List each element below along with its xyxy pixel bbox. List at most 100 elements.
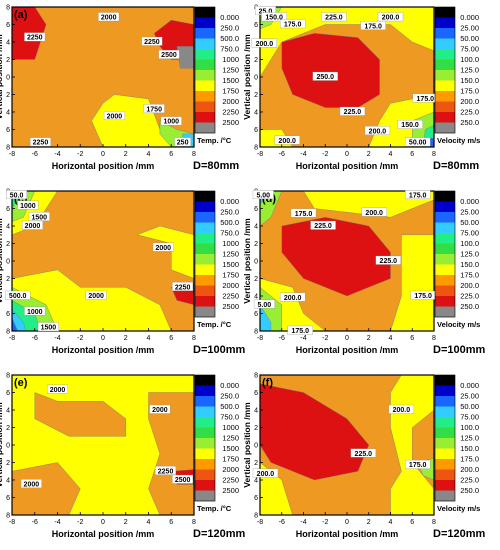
x-tick-label: -6 (32, 151, 38, 158)
contour-label-box (261, 12, 287, 22)
contour-label: 175.0 (360, 21, 386, 30)
contour-label: 2250 (172, 282, 194, 291)
contour-label-box (251, 38, 278, 48)
colorbar-frame (194, 374, 216, 502)
contour-label: 2250 (29, 137, 51, 147)
y-axis-label: Vertical position /mm (0, 34, 4, 120)
colorbar-swatch (435, 296, 455, 307)
y-axis-label: Vertical position /mm (242, 218, 252, 304)
y-tick-label: 0 (6, 443, 10, 450)
contour-label-text: 2250 (144, 39, 160, 46)
y-tick-label: 4 (254, 478, 258, 485)
x-tick-label: 6 (169, 335, 173, 342)
colorbar-swatch (435, 201, 455, 213)
x-tick-label: 8 (432, 335, 436, 342)
contour-label: 1000 (160, 116, 182, 126)
contour-label: 200.0 (279, 292, 306, 302)
x-tick-label: -2 (322, 335, 328, 342)
colorbar-tick-label: 125.0 (460, 250, 479, 259)
colorbar-tick-label: 150.0 (460, 76, 479, 85)
contour-label-box (279, 292, 306, 302)
contour-label-text: 150.0 (265, 15, 283, 22)
colorbar-tick-label: 250.0 (220, 392, 239, 401)
colorbar-swatch (195, 80, 215, 92)
contour-label-box (310, 220, 336, 230)
contour-label-box (28, 212, 50, 221)
x-tick-label: -8 (257, 519, 263, 526)
contour-region (260, 191, 283, 227)
contour-label: 175.0 (279, 19, 306, 29)
x-tick-label: 8 (192, 335, 196, 342)
contour-label-text: 175.0 (291, 328, 309, 335)
contour-label: 250 (174, 137, 191, 147)
colorbar-tick-label: 2500 (222, 118, 239, 127)
contour-label-text: 25.0 (259, 8, 273, 15)
contour-region (281, 217, 391, 297)
contour-region (281, 33, 380, 108)
y-tick-label: 2 (6, 57, 10, 64)
colorbar-tick-label: 1750 (222, 87, 239, 96)
colorbar-tick-label: 0.000 (460, 13, 479, 22)
contour-label: 225.0 (375, 255, 401, 265)
y-tick-label: 2 (254, 92, 258, 99)
colorbar-swatch (435, 70, 455, 81)
x-tick-label: 6 (410, 151, 414, 158)
colorbar-swatch (195, 306, 215, 318)
colorbar-tick-label: 125.0 (460, 66, 479, 75)
x-tick-label: -4 (54, 335, 60, 342)
colorbar-tick-label: 100.0 (460, 423, 479, 432)
contour-label: 2250 (155, 466, 177, 475)
y-tick-label: 2 (6, 425, 10, 432)
y-tick-label: 4 (6, 408, 10, 415)
colorbar-tick-label: 250.0 (460, 118, 479, 127)
contour-label-box (252, 190, 274, 200)
colorbar-tick-label: 2250 (222, 476, 239, 485)
x-tick-label: -8 (9, 519, 15, 526)
colorbar-swatch (435, 212, 455, 223)
y-tick-label: 4 (254, 294, 258, 301)
colorbar-swatch (195, 406, 215, 418)
distance-label: D=100mm (433, 344, 486, 356)
contour-label: 150.0 (261, 12, 287, 22)
colorbar-swatch (435, 28, 455, 39)
colorbar-swatch (195, 375, 215, 386)
colorbar-tick-label: 1500 (222, 76, 239, 85)
y-tick-label: 6 (6, 311, 10, 318)
colorbar-tick-label: 750.0 (220, 413, 239, 422)
contour-label-text: 225.0 (325, 15, 343, 22)
contour-label-text: 225.0 (380, 258, 398, 265)
colorbar-swatch (195, 448, 215, 460)
contour-region (260, 191, 434, 218)
y-tick-label: 2 (6, 241, 10, 248)
contour-label-text: 175.0 (409, 462, 427, 469)
colorbar-swatch (195, 243, 215, 255)
y-tick-label: 0 (254, 259, 258, 266)
x-tick-label: -6 (279, 519, 285, 526)
y-tick-label: 4 (6, 110, 10, 117)
y-tick-label: 8 (6, 329, 10, 336)
x-axis-label: Horizontal position /mm (52, 345, 155, 355)
y-tick-label: 8 (6, 5, 10, 12)
x-tick-label: -2 (322, 151, 328, 158)
colorbar-swatch (195, 417, 215, 428)
contour-label-text: 225.0 (314, 223, 332, 230)
contour-label-box (22, 220, 43, 230)
y-axis-label: Vertical position /mm (242, 402, 252, 488)
contour-label: 200.0 (388, 404, 415, 414)
contour-label-text: 200.0 (382, 15, 400, 22)
contour-label: 175.0 (287, 325, 313, 335)
contour-label: 250.0 (312, 71, 338, 81)
x-tick-label: 4 (147, 151, 151, 158)
colorbar-tick-label: 2250 (222, 108, 239, 117)
colorbar-tick-label: 2250 (222, 292, 239, 301)
contour-label-box (360, 21, 386, 30)
contour-label-box (287, 325, 313, 335)
contour-label: 2000 (98, 12, 120, 22)
contour-label: 200.0 (274, 135, 300, 145)
x-tick-label: 4 (147, 335, 151, 342)
colorbar-tick-label: 1000 (222, 423, 239, 432)
contour-label-box (252, 468, 279, 478)
contour-label-text: 1500 (32, 214, 48, 221)
